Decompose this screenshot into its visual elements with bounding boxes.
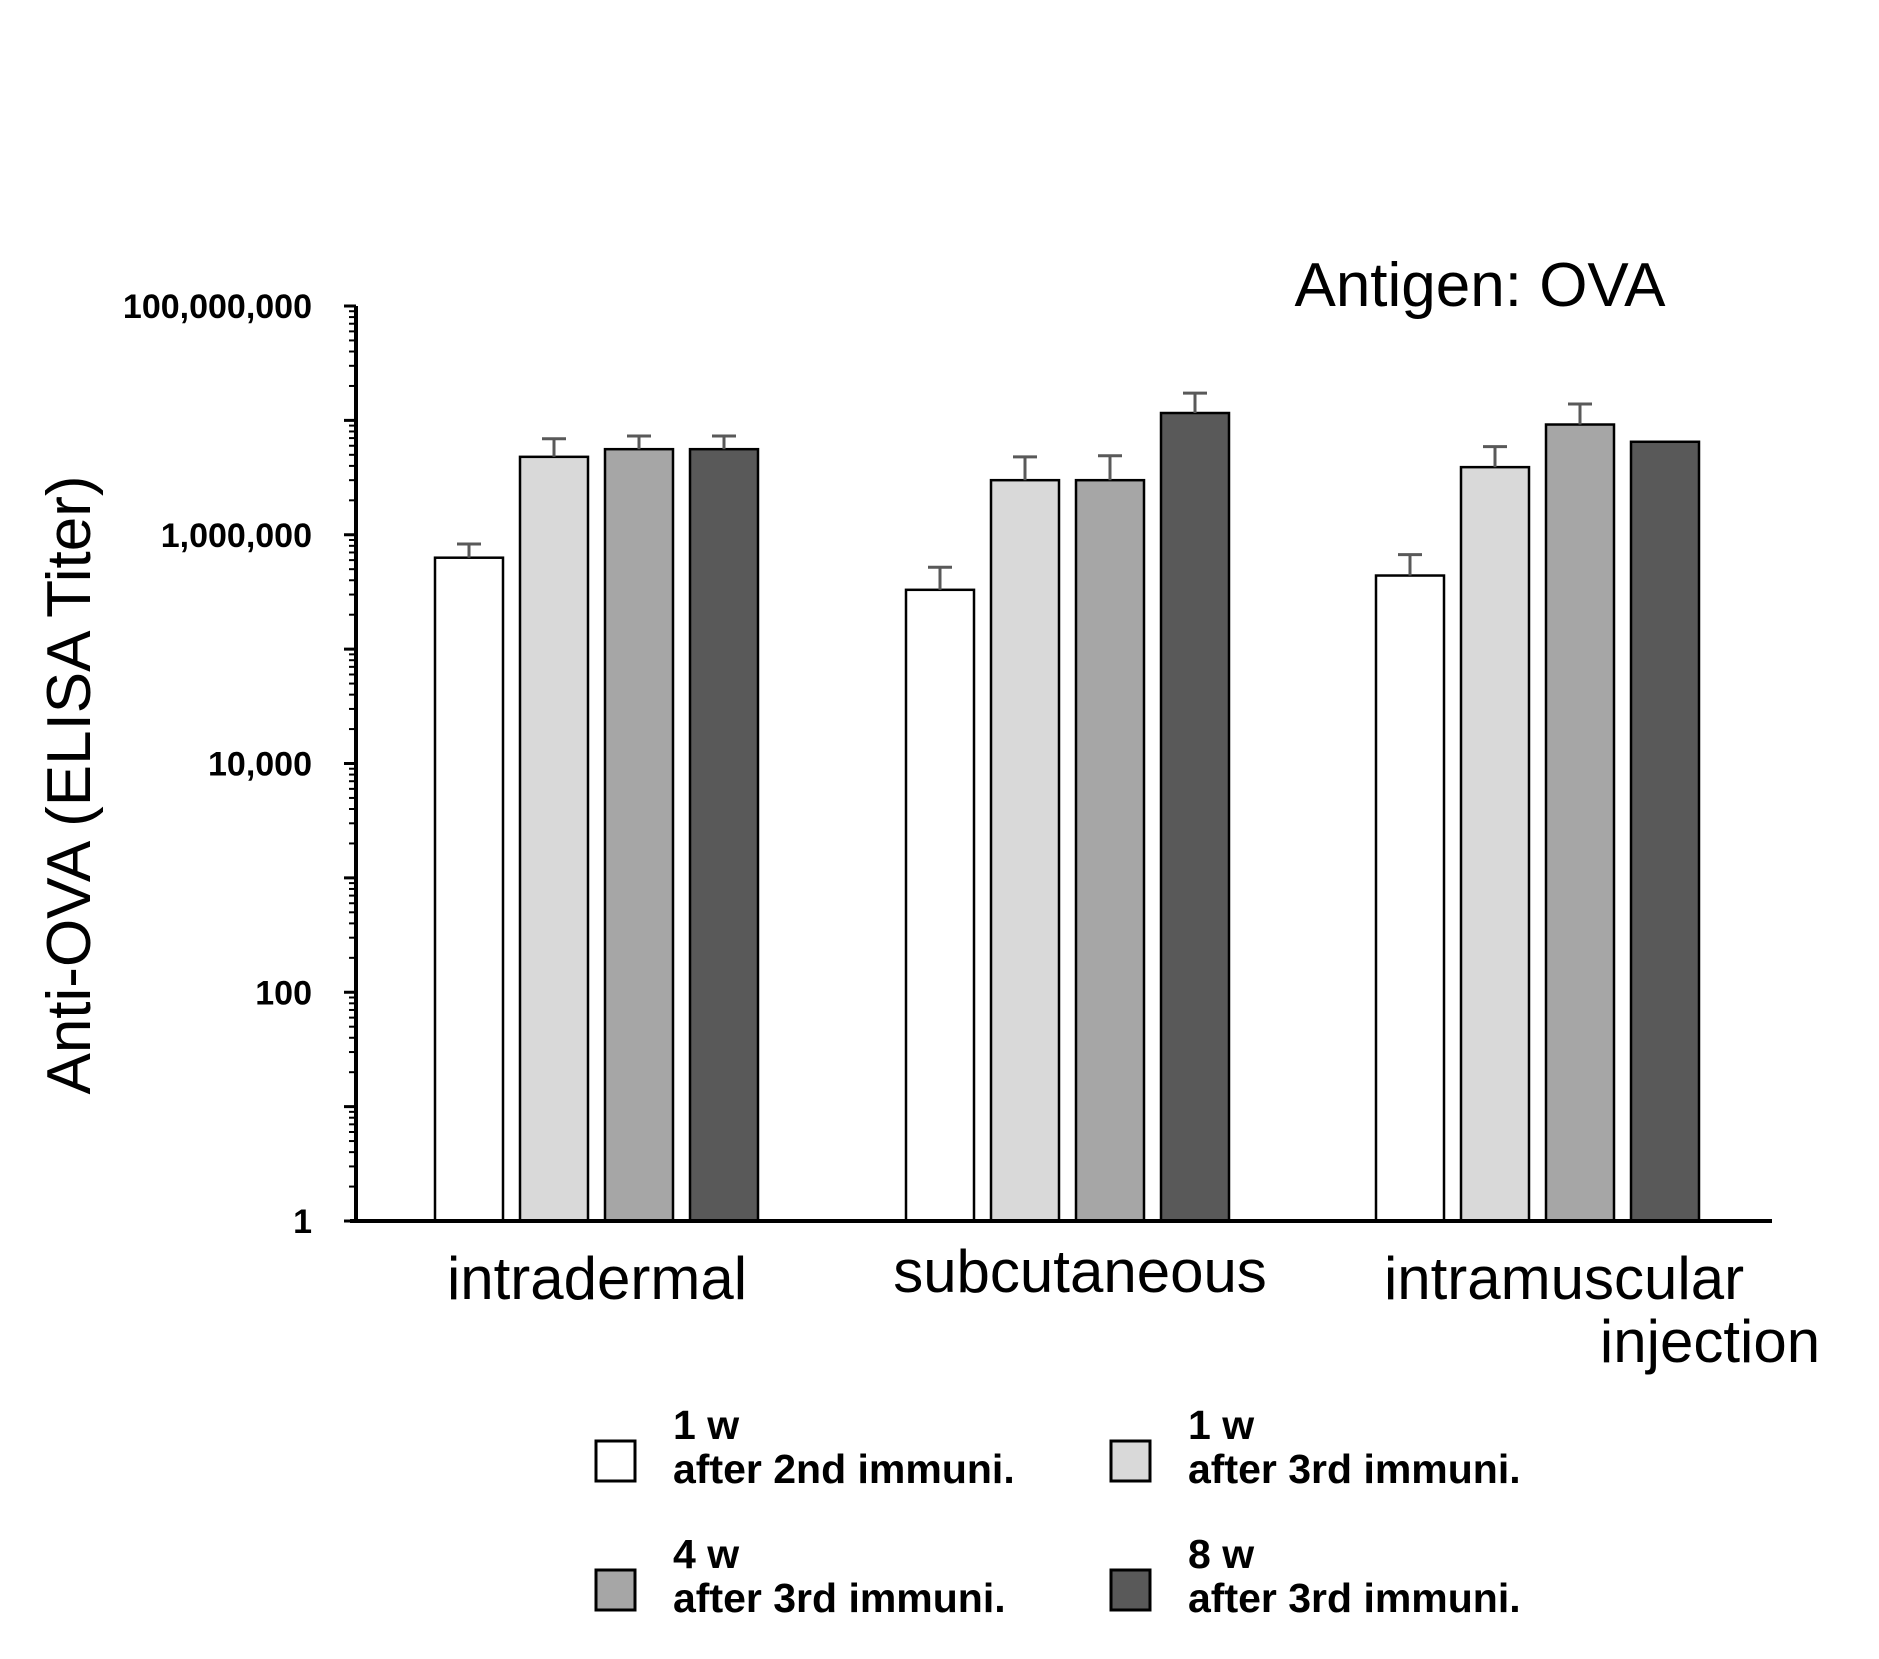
bar — [1374, 574, 1446, 1223]
category-extra-label: injection — [1600, 1308, 1820, 1375]
legend-label-line2: after 2nd immuni. — [673, 1446, 1015, 1492]
y-tick-label: 100 — [255, 974, 312, 1012]
legend-swatch — [1109, 1568, 1152, 1612]
legend-label-line1: 1 w — [1188, 1402, 1254, 1448]
legend-label-line1: 8 w — [1188, 1531, 1254, 1577]
legend-swatch — [594, 1568, 637, 1612]
y-axis-label: Anti-OVA (ELISA Titer) — [35, 475, 104, 1094]
legend-label-line2: after 3rd immuni. — [673, 1575, 1006, 1621]
bar — [433, 556, 505, 1223]
y-axis-ticks: 100,000,000 1,000,000 10,000 100 1 — [123, 288, 356, 1241]
category-label: intradermal — [447, 1245, 747, 1312]
category-label: subcutaneous — [893, 1238, 1267, 1305]
bar — [989, 478, 1061, 1223]
category-label: intramuscular — [1384, 1245, 1744, 1312]
error-bars-group — [457, 391, 1592, 590]
legend-label-line1: 4 w — [673, 1531, 739, 1577]
bars-group — [433, 411, 1701, 1223]
bar — [1074, 478, 1146, 1223]
bar — [904, 588, 976, 1223]
bar — [1544, 423, 1616, 1223]
legend-label-line1: 1 w — [673, 1402, 739, 1448]
bar — [603, 447, 675, 1223]
legend-label-line2: after 3rd immuni. — [1188, 1575, 1521, 1621]
category-labels: intradermal subcutaneous intramuscular — [447, 1238, 1744, 1312]
legend-label-line2: after 3rd immuni. — [1188, 1446, 1521, 1492]
bar — [518, 455, 590, 1223]
bar — [1629, 440, 1701, 1223]
y-tick-label: 1 — [293, 1203, 312, 1241]
bar — [688, 447, 760, 1223]
y-tick-label: 100,000,000 — [123, 288, 312, 326]
chart-title: Antigen: OVA — [1294, 251, 1666, 320]
bar — [1159, 411, 1231, 1223]
y-tick-label: 1,000,000 — [161, 517, 312, 555]
bar — [1459, 465, 1531, 1223]
legend-swatch — [594, 1439, 637, 1483]
legend-swatch — [1109, 1439, 1152, 1483]
y-tick-label: 10,000 — [208, 746, 312, 784]
